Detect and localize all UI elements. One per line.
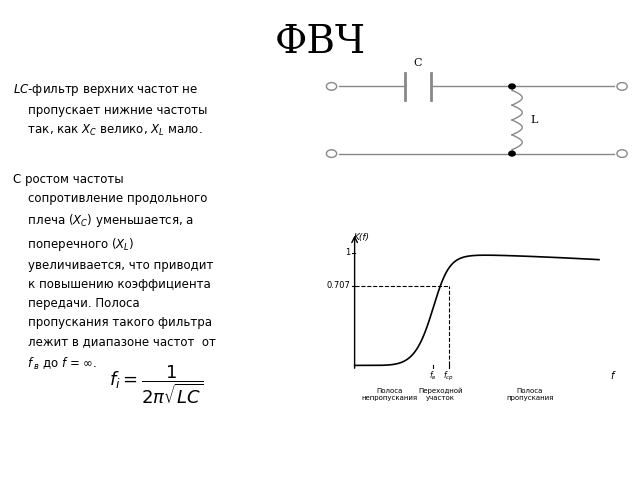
Text: K(f): K(f) <box>353 233 369 241</box>
Text: $\mathit{LC}$-фильтр верхних частот не
    пропускает нижние частоты
    так, ка: $\mathit{LC}$-фильтр верхних частот не п… <box>13 82 207 138</box>
Text: Полоса
пропускания: Полоса пропускания <box>506 388 554 401</box>
Text: С ростом частоты
    сопротивление продольного
    плеча ($X_C$) уменьшается, а
: С ростом частоты сопротивление продольно… <box>13 173 216 372</box>
Text: f: f <box>611 371 614 381</box>
Text: $f_в$: $f_в$ <box>429 370 436 383</box>
Text: C: C <box>413 58 422 68</box>
Text: $f_{i} = \dfrac{1}{2\pi\sqrt{LC}}$: $f_{i} = \dfrac{1}{2\pi\sqrt{LC}}$ <box>109 363 203 406</box>
Text: $f_{ср}$: $f_{ср}$ <box>444 370 454 383</box>
Text: 0.707: 0.707 <box>326 281 350 290</box>
Circle shape <box>509 84 515 89</box>
Text: Переходной
участок: Переходной участок <box>419 388 463 401</box>
Text: ФВЧ: ФВЧ <box>275 24 365 61</box>
Text: Полоса
непропускания: Полоса непропускания <box>362 388 417 401</box>
Text: L: L <box>530 115 538 125</box>
Text: 1: 1 <box>345 249 350 257</box>
Circle shape <box>509 151 515 156</box>
